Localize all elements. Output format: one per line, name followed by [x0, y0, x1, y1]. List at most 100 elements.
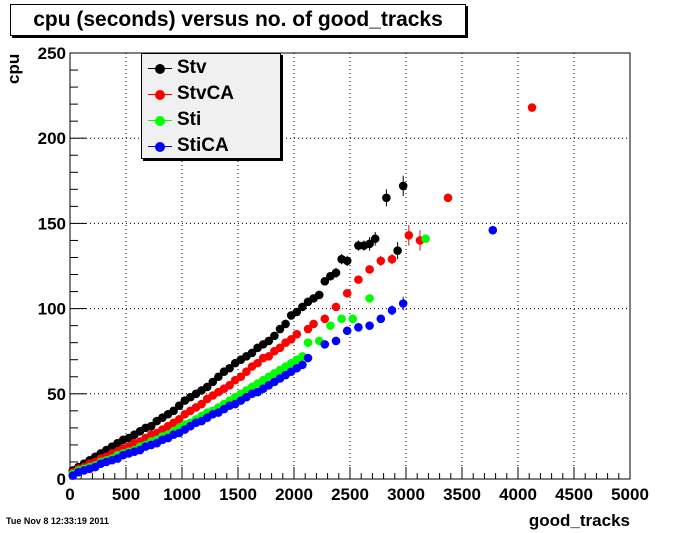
point-stv: [320, 277, 330, 286]
point-sti: [365, 294, 374, 303]
x-axis-title: good_tracks: [528, 511, 630, 530]
point-stv: [174, 401, 184, 411]
series-stvca: [68, 103, 537, 477]
point-stvca: [342, 288, 352, 298]
point-stv: [225, 363, 234, 373]
point-stv: [146, 421, 156, 431]
point-stv: [275, 324, 285, 334]
x-tick-label: 500: [112, 485, 140, 504]
x-tick-label: 0: [65, 485, 74, 504]
legend-label-stv: Stv: [177, 57, 207, 78]
point-stvca: [174, 415, 184, 424]
point-stv: [365, 239, 374, 249]
x-tick-label: 4500: [555, 485, 593, 504]
point-stv: [292, 307, 302, 317]
point-stica: [331, 336, 341, 346]
point-stv: [202, 382, 212, 392]
point-stvca: [320, 314, 330, 324]
point-stvca: [331, 302, 341, 312]
x-tick-label: 1500: [219, 485, 257, 504]
x-tick-label: 3500: [443, 485, 481, 504]
point-stv: [214, 372, 223, 382]
point-stvca: [354, 275, 363, 284]
point-stv: [370, 234, 380, 244]
x-tick-label: 2500: [331, 485, 369, 504]
point-stv: [208, 377, 218, 387]
point-stvca: [376, 256, 386, 266]
y-tick-label: 50: [47, 385, 66, 404]
point-stvca: [197, 399, 206, 409]
point-stv: [314, 290, 324, 300]
point-stvca: [527, 103, 537, 112]
legend-label-sti: Sti: [177, 109, 202, 130]
point-stv: [264, 336, 274, 346]
x-tick-label: 1000: [163, 485, 201, 504]
point-stica: [398, 299, 408, 308]
point-stv: [331, 268, 341, 278]
point-stv: [382, 193, 391, 203]
legend-item-sti: Sti: [142, 108, 280, 134]
point-stica: [387, 306, 397, 315]
y-tick-label: 200: [38, 129, 66, 148]
legend-label-stica: StiCA: [177, 135, 229, 156]
axis-ticks: 0 500 1000 1500 2000 2500 3000 3500 4000 4500 5000…: [38, 44, 649, 504]
point-stica: [365, 321, 374, 330]
point-stica: [376, 314, 386, 324]
legend-item-stica: StiCA: [142, 134, 280, 160]
point-stvca: [404, 231, 414, 240]
legend-item-stvca: StvCA: [142, 82, 280, 108]
point-stvca: [309, 319, 318, 329]
grid: [70, 53, 630, 479]
point-stica: [342, 326, 352, 336]
series-stv: [68, 175, 408, 475]
point-stvca: [275, 343, 285, 353]
x-tick-label: 4000: [499, 485, 537, 504]
legend-marker-stvca: [155, 90, 165, 100]
point-stvca: [225, 380, 234, 390]
point-stvca: [365, 265, 374, 274]
x-tick-label: 5000: [611, 485, 649, 504]
point-stvca: [303, 324, 313, 334]
series-stica: [68, 225, 498, 480]
legend-marker-sti: [155, 116, 165, 126]
point-stvca: [253, 358, 262, 368]
y-tick-label: 250: [38, 44, 66, 63]
point-stica: [320, 340, 330, 349]
point-stv: [270, 331, 279, 341]
y-tick-label: 100: [38, 300, 66, 319]
chart-title: cpu (seconds) versus no. of good_tracks: [10, 4, 466, 36]
timestamp: Tue Nov 8 12:33:19 2011: [6, 516, 109, 526]
point-stv: [247, 348, 257, 358]
legend: Stv StvCA Sti StiCA: [141, 53, 281, 159]
point-stvca: [387, 254, 397, 264]
point-stv: [342, 256, 352, 266]
point-sti: [421, 234, 430, 244]
point-stvca: [443, 193, 453, 203]
point-sti: [337, 314, 346, 324]
point-stv: [398, 181, 408, 191]
point-stvca: [242, 367, 251, 376]
point-stvca: [286, 334, 296, 344]
data-points: [68, 103, 537, 480]
point-stica: [488, 225, 498, 235]
y-tick-label: 0: [57, 470, 66, 489]
point-sti: [303, 338, 313, 347]
point-stica: [354, 323, 363, 332]
point-sti: [348, 314, 358, 324]
point-stv: [298, 302, 307, 312]
x-tick-label: 2000: [275, 485, 313, 504]
legend-marker-stv: [155, 64, 165, 74]
y-tick-label: 150: [38, 214, 66, 233]
point-stv: [169, 406, 178, 416]
point-stvca: [264, 352, 274, 361]
point-stv: [281, 319, 290, 329]
point-stv: [393, 246, 402, 255]
legend-item-stv: Stv: [142, 56, 280, 82]
legend-marker-stica: [155, 142, 165, 152]
y-axis-title: cpu: [4, 53, 23, 84]
point-stvca: [292, 329, 302, 339]
point-stvca: [236, 372, 246, 382]
point-sti: [326, 321, 335, 330]
legend-label-stvca: StvCA: [177, 83, 235, 104]
